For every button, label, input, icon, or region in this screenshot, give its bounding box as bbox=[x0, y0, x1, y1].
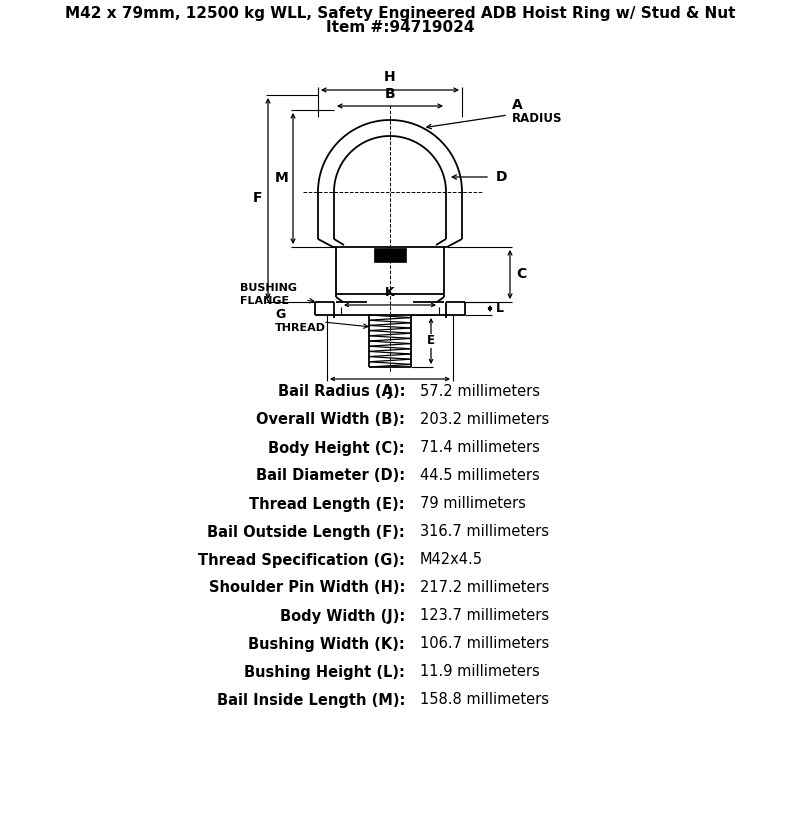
Text: Bail Diameter (D):: Bail Diameter (D): bbox=[256, 468, 405, 483]
Text: 57.2 millimeters: 57.2 millimeters bbox=[420, 384, 540, 399]
Text: Thread Length (E):: Thread Length (E): bbox=[250, 497, 405, 512]
Text: THREAD: THREAD bbox=[275, 323, 326, 333]
Text: 217.2 millimeters: 217.2 millimeters bbox=[420, 581, 550, 596]
Text: Bushing Height (L):: Bushing Height (L): bbox=[244, 665, 405, 680]
Text: D: D bbox=[496, 170, 507, 184]
Text: M: M bbox=[274, 171, 288, 186]
Text: 11.9 millimeters: 11.9 millimeters bbox=[420, 665, 540, 680]
Text: Overall Width (B):: Overall Width (B): bbox=[256, 413, 405, 428]
Text: Body Width (J):: Body Width (J): bbox=[280, 608, 405, 623]
Text: RADIUS: RADIUS bbox=[512, 111, 562, 125]
Text: A: A bbox=[512, 98, 522, 112]
Text: F: F bbox=[253, 191, 262, 206]
Text: Bushing Width (K):: Bushing Width (K): bbox=[248, 636, 405, 651]
Text: K: K bbox=[385, 286, 395, 299]
Text: 158.8 millimeters: 158.8 millimeters bbox=[420, 692, 549, 707]
Text: Body Height (C):: Body Height (C): bbox=[268, 440, 405, 455]
Text: 203.2 millimeters: 203.2 millimeters bbox=[420, 413, 550, 428]
Text: BUSHING: BUSHING bbox=[240, 283, 297, 293]
Polygon shape bbox=[374, 248, 406, 262]
Text: Thread Specification (G):: Thread Specification (G): bbox=[198, 552, 405, 567]
Text: Bail Inside Length (M):: Bail Inside Length (M): bbox=[217, 692, 405, 707]
Text: 106.7 millimeters: 106.7 millimeters bbox=[420, 636, 550, 651]
Text: Bail Radius (A):: Bail Radius (A): bbox=[278, 384, 405, 399]
Text: Bail Outside Length (F):: Bail Outside Length (F): bbox=[207, 524, 405, 539]
Text: J: J bbox=[388, 386, 392, 399]
Text: B: B bbox=[385, 87, 395, 101]
Text: M42 x 79mm, 12500 kg WLL, Safety Engineered ADB Hoist Ring w/ Stud & Nut: M42 x 79mm, 12500 kg WLL, Safety Enginee… bbox=[65, 6, 735, 21]
Text: L: L bbox=[496, 302, 504, 315]
Text: 44.5 millimeters: 44.5 millimeters bbox=[420, 468, 540, 483]
Text: G: G bbox=[275, 309, 286, 321]
Text: Shoulder Pin Width (H):: Shoulder Pin Width (H): bbox=[209, 581, 405, 596]
Text: Item #:94719024: Item #:94719024 bbox=[326, 20, 474, 35]
Text: M42x4.5: M42x4.5 bbox=[420, 552, 483, 567]
Text: E: E bbox=[427, 334, 435, 348]
Text: FLANGE: FLANGE bbox=[240, 296, 289, 306]
Text: 123.7 millimeters: 123.7 millimeters bbox=[420, 608, 549, 623]
Text: C: C bbox=[516, 268, 526, 281]
Text: 71.4 millimeters: 71.4 millimeters bbox=[420, 440, 540, 455]
Text: H: H bbox=[384, 70, 396, 84]
Text: 79 millimeters: 79 millimeters bbox=[420, 497, 526, 512]
Text: 316.7 millimeters: 316.7 millimeters bbox=[420, 524, 549, 539]
